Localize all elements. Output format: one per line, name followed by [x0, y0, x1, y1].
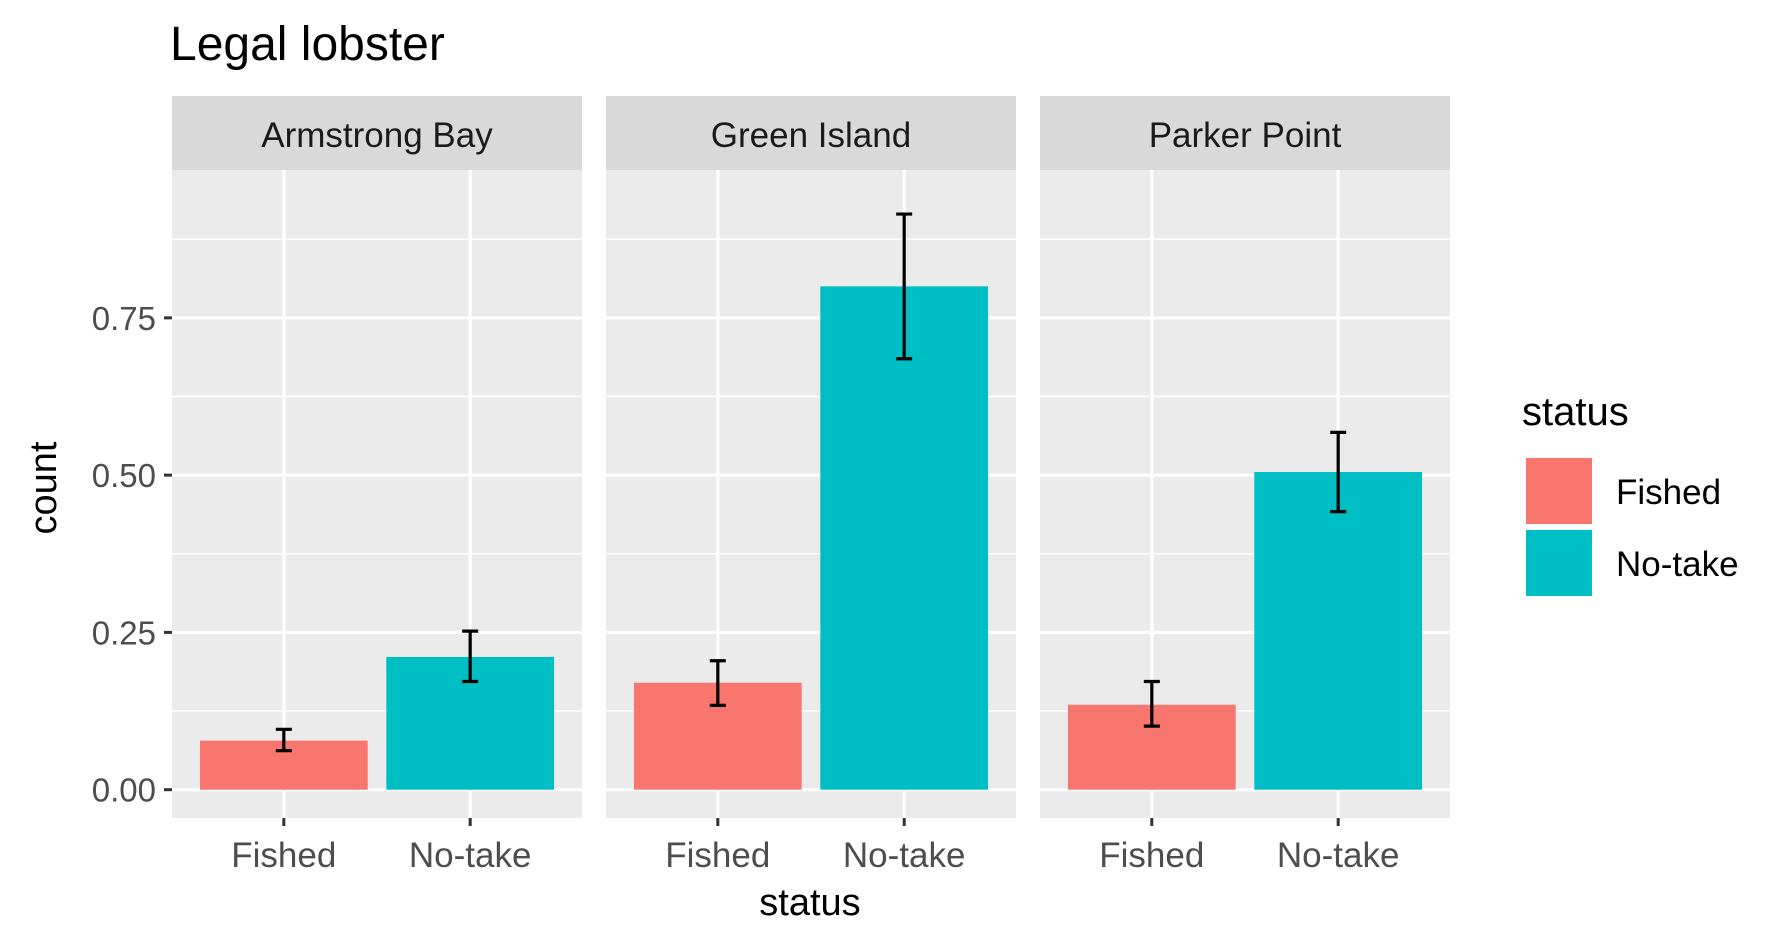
facet-strip — [172, 96, 582, 170]
error-bar — [462, 629, 479, 684]
y-tick-label: 0.50 — [92, 457, 156, 494]
facet-panel: Parker Point Fished No-take — [1040, 96, 1450, 875]
error-bar — [896, 212, 913, 361]
error-bar — [1143, 679, 1160, 728]
y-axis-label: count — [23, 441, 65, 534]
x-axis-label: status — [759, 882, 860, 924]
facet-strip — [606, 96, 1016, 170]
y-tick-label: 0.00 — [92, 772, 156, 809]
facet-panels: Armstrong Bay Fished No-take Green Island Fi… — [172, 96, 1450, 875]
error-bar — [1330, 430, 1347, 514]
x-tick-label: Fished — [665, 836, 770, 875]
legend-label: Fished — [1616, 473, 1721, 512]
bar — [1254, 471, 1423, 790]
chart-title: Legal lobster — [170, 18, 445, 71]
y-tick-label: 0.25 — [92, 614, 156, 651]
y-axis: 0.00 0.25 0.50 0.75 — [92, 300, 172, 809]
x-tick-label: Fished — [1099, 836, 1204, 875]
facet-panel: Armstrong Bay Fished No-take — [172, 96, 582, 875]
y-tick-label: 0.75 — [92, 300, 156, 337]
x-tick-label: No-take — [409, 836, 532, 875]
legend: status Fished No-take — [1522, 390, 1739, 596]
legend-key — [1526, 458, 1592, 524]
x-tick-label: Fished — [231, 836, 336, 875]
legend-key — [1526, 530, 1592, 596]
facet-strip-label: Green Island — [711, 116, 911, 155]
error-bar — [709, 659, 726, 707]
error-bar — [275, 727, 292, 753]
facet-strip — [1040, 96, 1450, 170]
facet-strip-label: Parker Point — [1149, 116, 1342, 155]
legend-title: status — [1522, 390, 1629, 434]
bar — [820, 286, 989, 790]
x-tick-label: No-take — [1277, 836, 1400, 875]
legend-label: No-take — [1616, 545, 1739, 584]
x-tick-label: No-take — [843, 836, 966, 875]
facet-panel: Green Island Fished No-take — [606, 96, 1016, 875]
facet-strip-label: Armstrong Bay — [261, 116, 493, 155]
